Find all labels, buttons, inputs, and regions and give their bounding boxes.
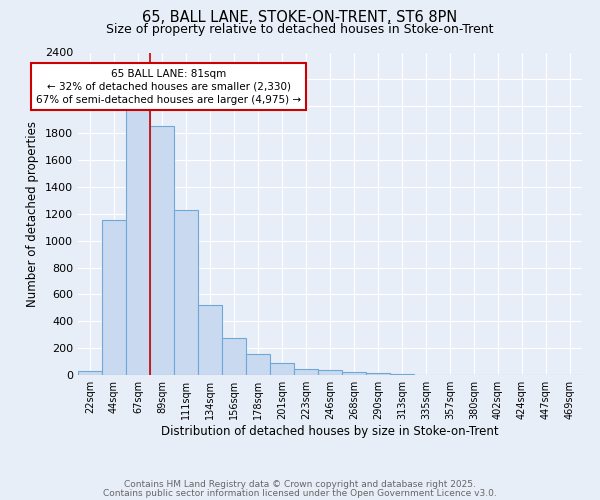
- Bar: [78, 371, 102, 375]
- Bar: [294, 369, 318, 375]
- Text: Size of property relative to detached houses in Stoke-on-Trent: Size of property relative to detached ho…: [106, 22, 494, 36]
- Bar: [126, 109, 150, 375]
- Bar: [174, 210, 198, 375]
- X-axis label: Distribution of detached houses by size in Stoke-on-Trent: Distribution of detached houses by size …: [161, 425, 499, 438]
- Bar: [342, 372, 366, 375]
- Y-axis label: Number of detached properties: Number of detached properties: [26, 120, 40, 306]
- Bar: [222, 338, 246, 375]
- Bar: [390, 374, 414, 375]
- Bar: [318, 370, 342, 375]
- Text: Contains HM Land Registry data © Crown copyright and database right 2025.: Contains HM Land Registry data © Crown c…: [124, 480, 476, 489]
- Text: 65 BALL LANE: 81sqm
← 32% of detached houses are smaller (2,330)
67% of semi-det: 65 BALL LANE: 81sqm ← 32% of detached ho…: [36, 68, 301, 105]
- Bar: [366, 373, 390, 375]
- Text: 65, BALL LANE, STOKE-ON-TRENT, ST6 8PN: 65, BALL LANE, STOKE-ON-TRENT, ST6 8PN: [142, 10, 458, 25]
- Bar: [102, 220, 126, 375]
- Bar: [150, 126, 174, 375]
- Bar: [198, 305, 222, 375]
- Text: Contains public sector information licensed under the Open Government Licence v3: Contains public sector information licen…: [103, 488, 497, 498]
- Bar: [270, 363, 294, 375]
- Bar: [246, 354, 270, 375]
